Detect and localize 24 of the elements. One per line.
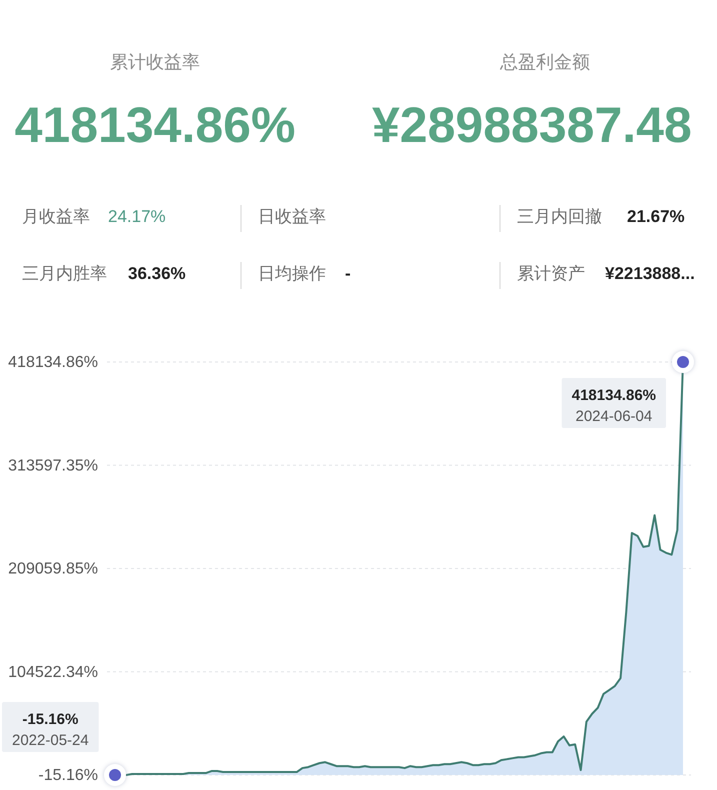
stat-label: 累计资产 [517,264,585,283]
stat-value: ¥2213888... [605,264,695,283]
y-tick-label: -15.16% [38,767,98,784]
tooltip-text: 2022-05-24 [12,732,89,749]
card-label: 总盈利金额 [500,52,590,72]
y-tick-label: 104522.34% [8,664,98,681]
tooltip-text: 418134.86% [572,387,656,404]
y-tick-label: 418134.86% [8,354,98,371]
card-label: 累计收益率 [110,52,200,72]
stat-value: 36.36% [128,264,186,283]
card-value: ¥28988387.48 [372,97,692,153]
stat-label: 月收益率 [22,207,90,226]
stat-label: 三月内回撤 [517,207,602,226]
stat-label: 三月内胜率 [22,264,107,283]
tooltip-text: 2024-06-04 [576,408,652,425]
stat-label: 日收益率 [258,207,326,226]
stat-value: 24.17% [108,207,166,226]
stat-value: 21.67% [627,207,685,226]
y-tick-label: 209059.85% [8,560,98,578]
y-tick-label: 313597.35% [8,457,98,474]
tooltip-text: -15.16% [22,711,78,728]
stat-value: - [345,264,351,283]
card-value: 418134.86% [14,97,296,153]
stat-label: 日均操作 [258,264,326,283]
